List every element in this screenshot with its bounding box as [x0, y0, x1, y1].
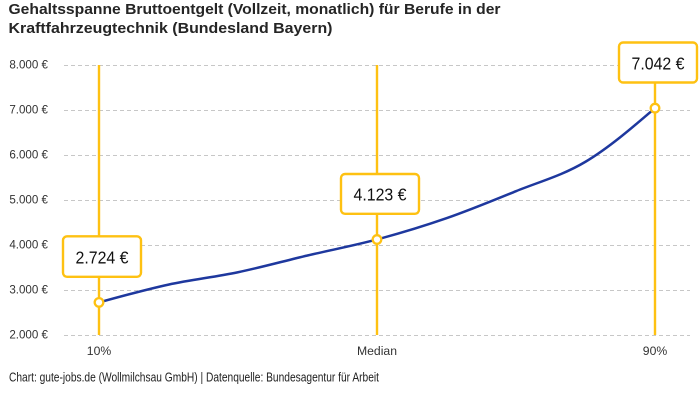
svg-text:2.724 €: 2.724 € [76, 247, 129, 267]
svg-text:90%: 90% [643, 344, 668, 358]
svg-text:Gehaltsspanne Bruttoentgelt (V: Gehaltsspanne Bruttoentgelt (Vollzeit, m… [9, 1, 501, 18]
svg-text:5.000 €: 5.000 € [9, 194, 48, 207]
svg-text:4.000 €: 4.000 € [9, 239, 48, 252]
svg-text:10%: 10% [87, 344, 112, 358]
svg-text:Median: Median [357, 344, 397, 358]
svg-text:Chart: gute-jobs.de (Wollmilch: Chart: gute-jobs.de (Wollmilchsau GmbH) … [9, 369, 379, 384]
svg-text:7.042 €: 7.042 € [632, 53, 685, 73]
svg-text:2.000 €: 2.000 € [9, 329, 48, 342]
svg-text:3.000 €: 3.000 € [9, 284, 48, 297]
svg-text:8.000 €: 8.000 € [9, 59, 48, 72]
svg-text:Kraftfahrzeugtechnik (Bundesla: Kraftfahrzeugtechnik (Bundesland Bayern) [9, 20, 333, 37]
svg-text:6.000 €: 6.000 € [9, 149, 48, 162]
svg-text:7.000 €: 7.000 € [9, 104, 48, 117]
svg-text:4.123 €: 4.123 € [354, 185, 407, 205]
